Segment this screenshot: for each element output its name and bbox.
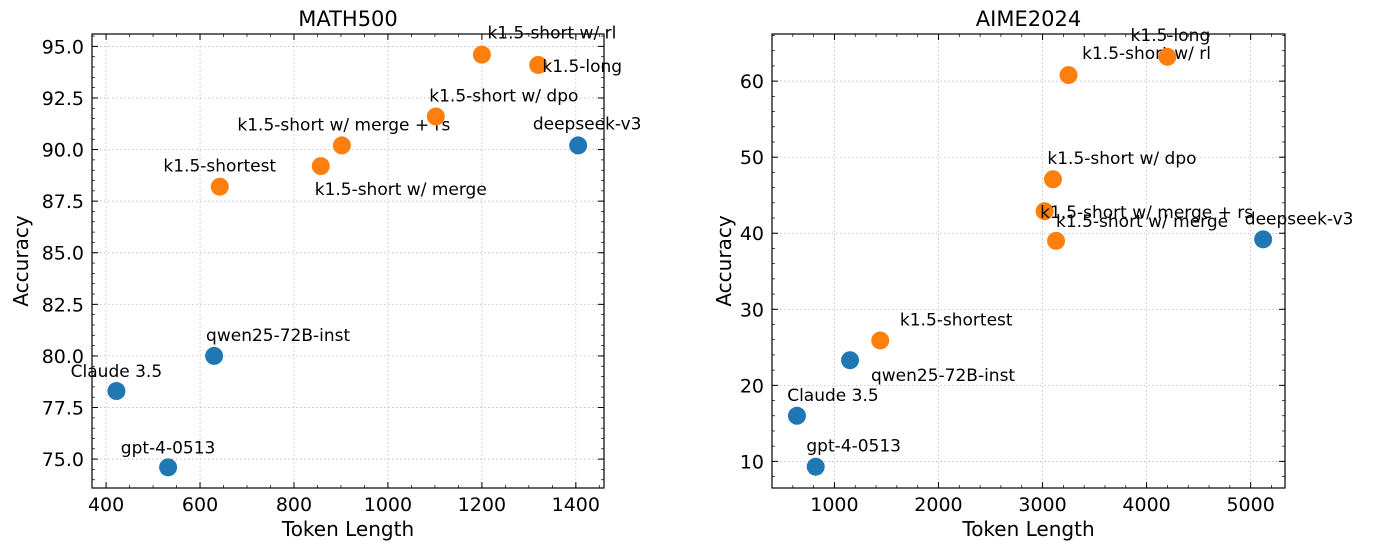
x-tick-label: 800 [276,494,312,516]
plot-frame [91,33,605,489]
y-tick-label: 85.0 [42,243,84,265]
point-label-k1-5-short-w-dpo: k1.5-short w/ dpo [1047,149,1196,169]
y-tick-label: 95.0 [42,36,84,58]
y-axis-label: Accuracy [712,215,736,306]
y-tick-label: 75.0 [42,449,84,471]
point-qwen25-72b-inst [841,351,860,370]
x-tick-label: 4000 [1122,494,1170,516]
point-k1-5-short-w-merge [1047,231,1066,250]
point-label-k1-5-short-w-rl: k1.5-short w/ rl [1082,44,1211,64]
point-label-k1-5-short-w-merge-rs: k1.5-short w/ merge + rs [1040,203,1253,223]
x-tick-label: 1000 [810,494,858,516]
point-k1-5-short-w-merge [311,157,330,176]
x-tick-label: 5000 [1226,494,1274,516]
point-deepseek-v3 [569,136,588,155]
point-label-qwen25-72b-inst: qwen25-72B-inst [871,366,1015,386]
point-k1-5-short-w-merge-rs [1035,202,1054,221]
y-tick-label: 80.0 [42,346,84,368]
y-tick-label: 20 [740,375,764,397]
point-k1-5-long [1158,47,1177,66]
chart-panel-1: 400 600 800 1000 1200 1400 75.0 77.5 80.0 82.5 85.… [9,7,642,541]
point-label-deepseek-v3: deepseek-v3 [533,114,642,134]
point-label-k1-5-short-w-rl: k1.5-short w/ rl [487,24,616,44]
point-label-k1-5-short-w-merge: k1.5-short w/ merge [315,180,487,200]
point-k1-5-short-w-dpo [426,107,445,126]
y-tick-label: 82.5 [42,294,84,316]
point-k1-5-long [529,55,548,74]
plot-frame [771,33,1286,489]
y-tick-label: 87.5 [42,191,84,213]
point-gpt-4-0513 [806,457,825,476]
x-axis-label: Token Length [281,517,414,541]
chart-title: MATH500 [298,7,398,31]
x-tick-label: 400 [88,494,124,516]
point-k1-5-shortest [210,177,229,196]
point-qwen25-72b-inst [205,346,224,365]
point-label-k1-5-short-w-dpo: k1.5-short w/ dpo [429,87,578,107]
x-tick-label: 1200 [458,494,506,516]
point-label-claude-3-5: Claude 3.5 [71,362,162,382]
y-tick-label: 92.5 [42,88,84,110]
point-k1-5-short-w-dpo [1043,170,1062,189]
point-k1-5-shortest [871,331,890,350]
chart-panel-2: 1000 2000 3000 4000 5000 10 20 30 40 50 60 AIME2024… [712,7,1353,541]
x-tick-label: 1000 [364,494,412,516]
point-label-k1-5-long: k1.5-long [542,57,622,77]
point-label-k1-5-shortest: k1.5-shortest [900,310,1013,330]
point-label-gpt-4-0513: gpt-4-0513 [121,438,216,458]
x-tick-label: 1400 [552,494,600,516]
point-claude-3-5 [107,382,126,401]
y-tick-label: 90.0 [42,140,84,162]
point-deepseek-v3 [1254,230,1273,249]
point-k1-5-short-w-rl [472,45,491,64]
point-label-qwen25-72b-inst: qwen25-72B-inst [206,326,350,346]
y-axis-label: Accuracy [9,215,33,306]
y-tick-label: 30 [740,299,764,321]
x-tick-label: 2000 [914,494,962,516]
y-tick-label: 77.5 [42,398,84,420]
y-tick-label: 60 [740,71,764,93]
y-tick-label: 40 [740,223,764,245]
point-k1-5-short-w-rl [1059,66,1078,85]
point-claude-3-5 [787,406,806,425]
x-axis-label: Token Length [961,517,1094,541]
y-tick-label: 10 [740,451,764,473]
point-label-gpt-4-0513: gpt-4-0513 [806,437,901,457]
point-label-k1-5-short-w-merge: k1.5-short w/ merge [1056,212,1228,232]
point-label-claude-3-5: Claude 3.5 [787,386,878,406]
y-tick-label: 50 [740,147,764,169]
point-label-k1-5-shortest: k1.5-shortest [163,157,276,177]
point-gpt-4-0513 [159,458,178,477]
chart-title: AIME2024 [976,7,1081,31]
point-label-k1-5-long: k1.5-long [1131,26,1211,46]
point-label-deepseek-v3: deepseek-v3 [1245,209,1354,229]
point-label-k1-5-short-w-merge-rs: k1.5-short w/ merge + rs [237,115,450,135]
x-tick-label: 600 [182,494,218,516]
x-tick-label: 3000 [1018,494,1066,516]
point-k1-5-short-w-merge-rs [332,136,351,155]
